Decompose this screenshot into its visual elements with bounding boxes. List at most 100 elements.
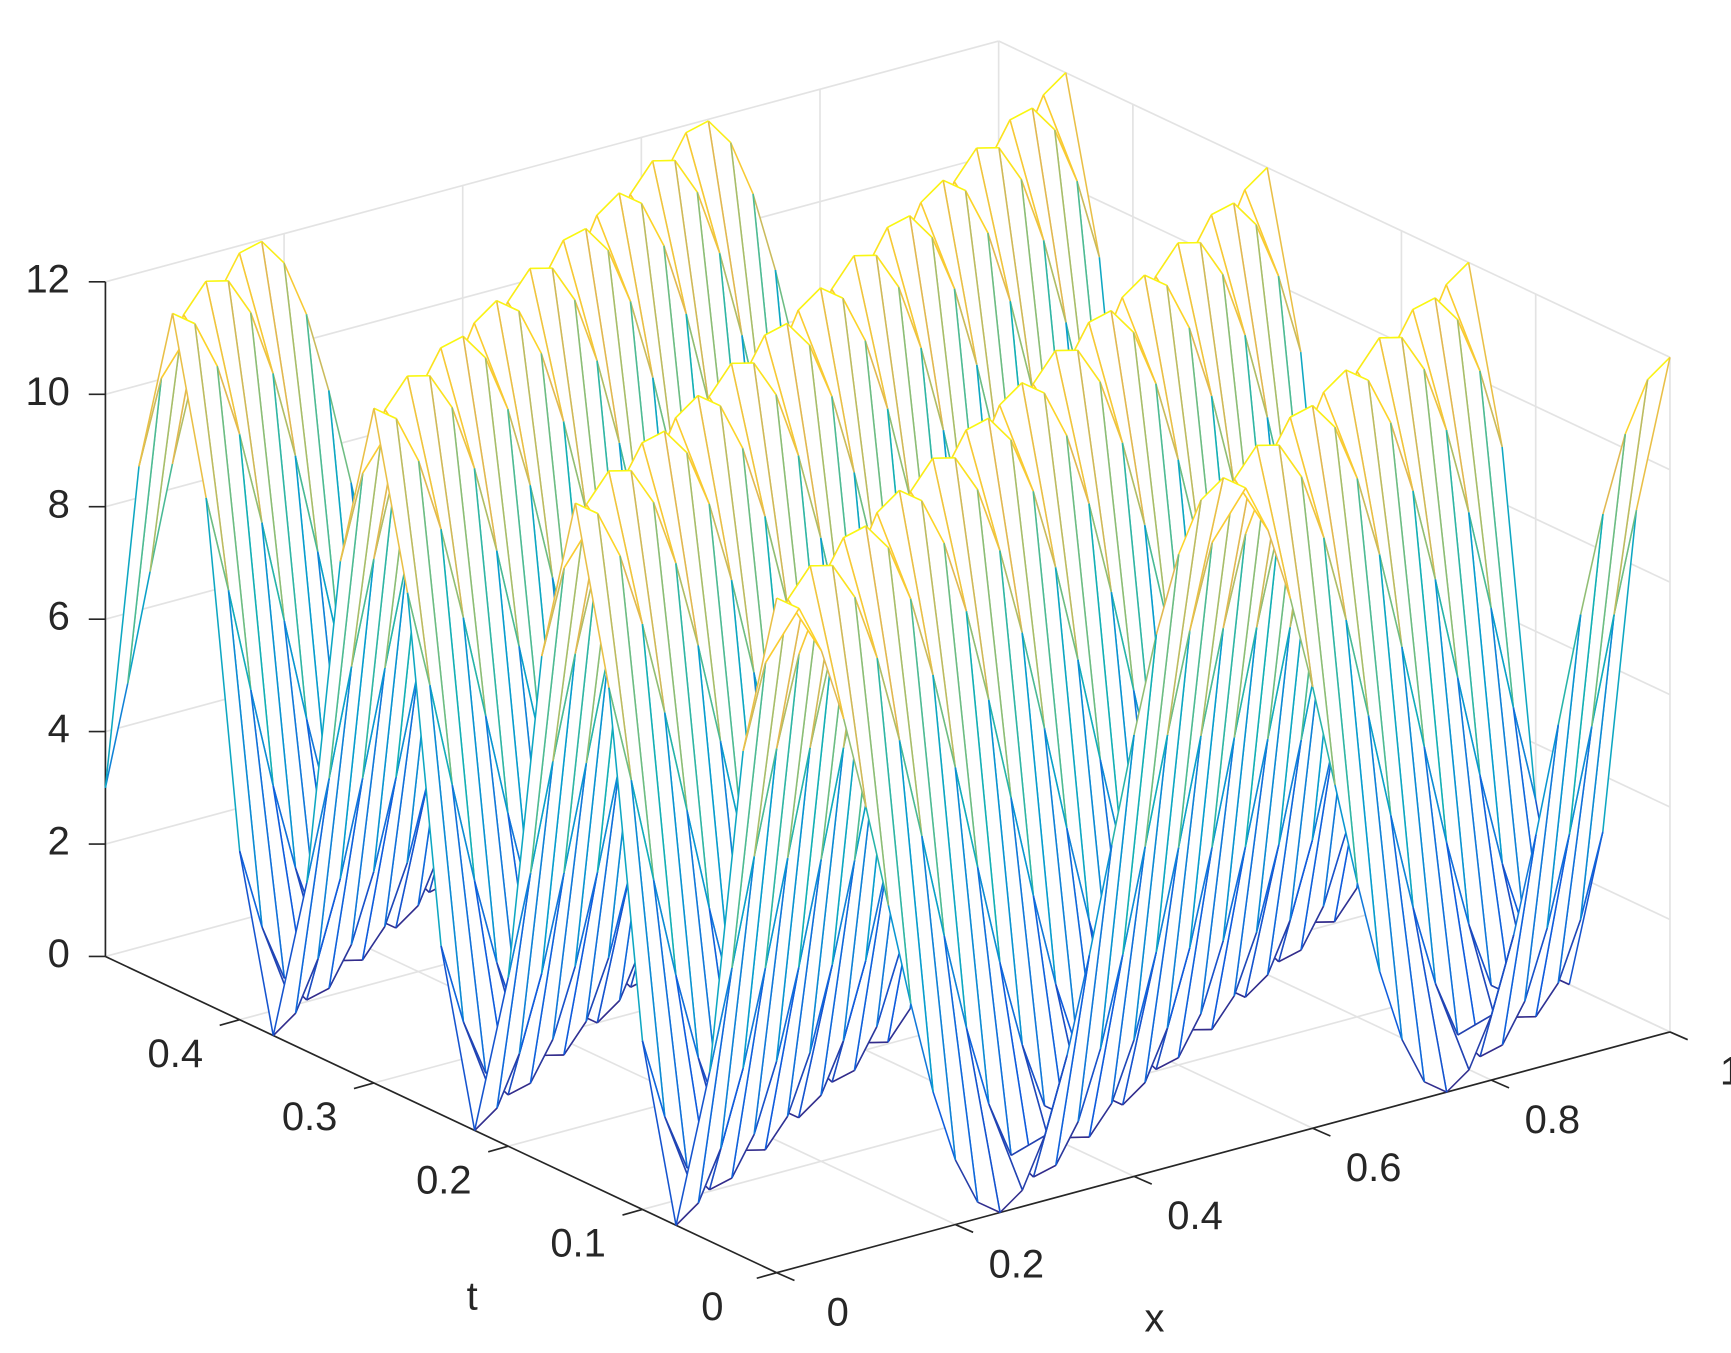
mesh-face [865, 526, 922, 837]
mesh-edge [707, 120, 732, 144]
mesh-face [731, 599, 788, 969]
mesh-face [987, 119, 1044, 241]
mesh-face [865, 227, 921, 348]
mesh-edge [395, 418, 420, 462]
mesh-face [1223, 526, 1279, 942]
mesh-face [709, 662, 766, 1073]
mesh-edge [1278, 444, 1314, 688]
mesh-edge [675, 975, 699, 1058]
mesh-edge [1053, 129, 1078, 182]
mesh-edge [496, 1053, 521, 1109]
mesh-face [585, 228, 642, 539]
mesh-edge [484, 715, 509, 814]
mesh-edge [943, 935, 979, 1203]
mesh-edge [1467, 512, 1504, 864]
mesh-edge [1043, 728, 1068, 829]
mesh-edge [1144, 1027, 1169, 1083]
mesh-edge [1557, 614, 1582, 725]
z-tick-label: 2 [48, 820, 70, 864]
mesh-edge [1032, 491, 1068, 829]
mesh-edge [596, 764, 621, 873]
mesh-edge [361, 777, 397, 961]
mesh-face [1401, 337, 1458, 678]
mesh-edge [1188, 628, 1224, 949]
mesh-edge [551, 268, 587, 511]
mesh-face [831, 255, 888, 409]
mesh-face [1144, 735, 1201, 1083]
mesh-edge [596, 513, 632, 781]
mesh-edge [551, 267, 576, 301]
mesh-edge [1211, 487, 1247, 543]
mesh-edge [1065, 827, 1090, 921]
mesh-edge [663, 431, 699, 646]
mesh-edge [988, 1103, 1024, 1191]
mesh-face [921, 500, 978, 867]
mesh-face [820, 287, 877, 565]
mesh-edge [697, 1148, 722, 1204]
mesh-edge [764, 654, 800, 968]
mesh-edge [1434, 983, 1470, 1071]
mesh-edge [205, 497, 241, 852]
mesh-face [1100, 634, 1157, 1049]
mesh-face [552, 652, 609, 1040]
mesh-face [1077, 350, 1134, 691]
mesh-face [988, 418, 1045, 729]
mesh-edge [898, 490, 934, 676]
mesh-edge [1345, 369, 1369, 382]
mesh-face [853, 255, 910, 498]
x-tick-label: 0.2 [989, 1242, 1045, 1286]
mesh-face [664, 712, 721, 1119]
mesh-face [1301, 476, 1358, 883]
mesh-edge [540, 353, 565, 422]
mesh-edge [775, 654, 800, 749]
mesh-edge [1188, 847, 1213, 949]
mesh-face [1468, 512, 1525, 932]
mesh-edge [529, 761, 554, 874]
mesh-face [619, 442, 676, 564]
mesh-edge [920, 347, 945, 431]
mesh-edge [305, 314, 341, 652]
x-tick [1312, 1127, 1331, 1137]
mesh-edge [719, 405, 755, 673]
mesh-edge [1088, 954, 1124, 1138]
y-tick [219, 1018, 240, 1027]
mesh-edge [1255, 224, 1280, 277]
mesh-edge [1088, 503, 1124, 856]
mesh-edge [462, 336, 498, 551]
mesh-edge [641, 1040, 666, 1118]
mesh-edge [507, 872, 532, 978]
mesh-edge [1467, 512, 1492, 609]
mesh-edge [641, 623, 666, 713]
mesh-edge [149, 314, 185, 572]
mesh-edge [306, 778, 330, 883]
mesh-edge [976, 866, 1012, 1156]
mesh-face [519, 653, 576, 1054]
mesh-edge [417, 460, 453, 785]
mesh-edge [1289, 417, 1325, 538]
mesh-edge [1043, 728, 1079, 1053]
mesh-edge [630, 470, 655, 503]
mesh-edge [395, 905, 419, 929]
mesh-edge [854, 597, 890, 906]
mesh-face [507, 268, 564, 422]
mesh-edge [1043, 392, 1079, 660]
mesh-edge [1523, 724, 1560, 1002]
mesh-edge [239, 240, 263, 254]
mesh-edge [272, 882, 308, 1036]
mesh-edge [429, 685, 465, 1023]
mesh-face [932, 457, 989, 700]
mesh-face [206, 497, 263, 928]
mesh-edge [1457, 1014, 1492, 1036]
mesh-edge [1367, 715, 1403, 1040]
mesh-edge [473, 880, 498, 964]
mesh-face [698, 856, 755, 1203]
mesh-edge [675, 1202, 699, 1226]
mesh-edge [1546, 833, 1571, 929]
mesh-face [463, 336, 520, 647]
mesh-edge [1579, 514, 1604, 615]
mesh-face [272, 373, 329, 808]
mesh-edge [339, 777, 364, 879]
mesh-face [1457, 677, 1514, 1018]
